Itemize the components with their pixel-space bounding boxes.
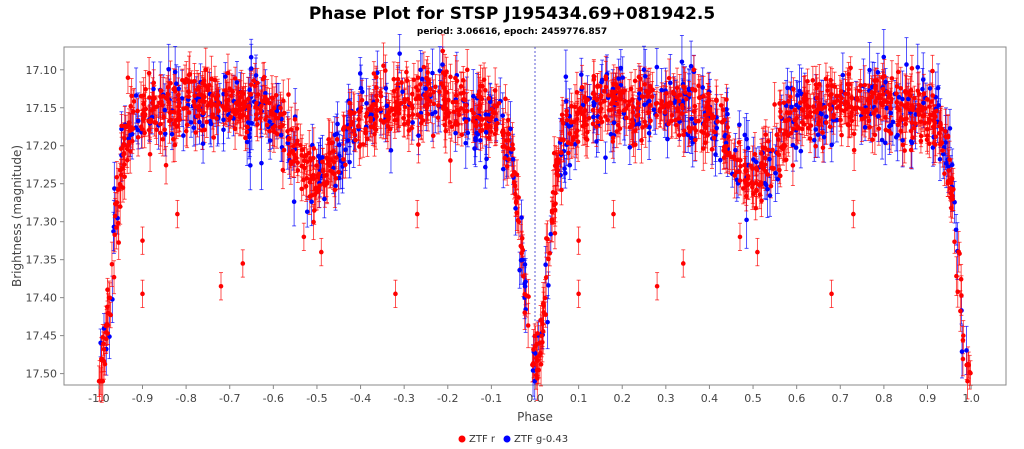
chart-subtitle: period: 3.06616, epoch: 2459776.857 (417, 27, 607, 37)
chart-title: Phase Plot for STSP J195434.69+081942.5 (309, 4, 715, 24)
